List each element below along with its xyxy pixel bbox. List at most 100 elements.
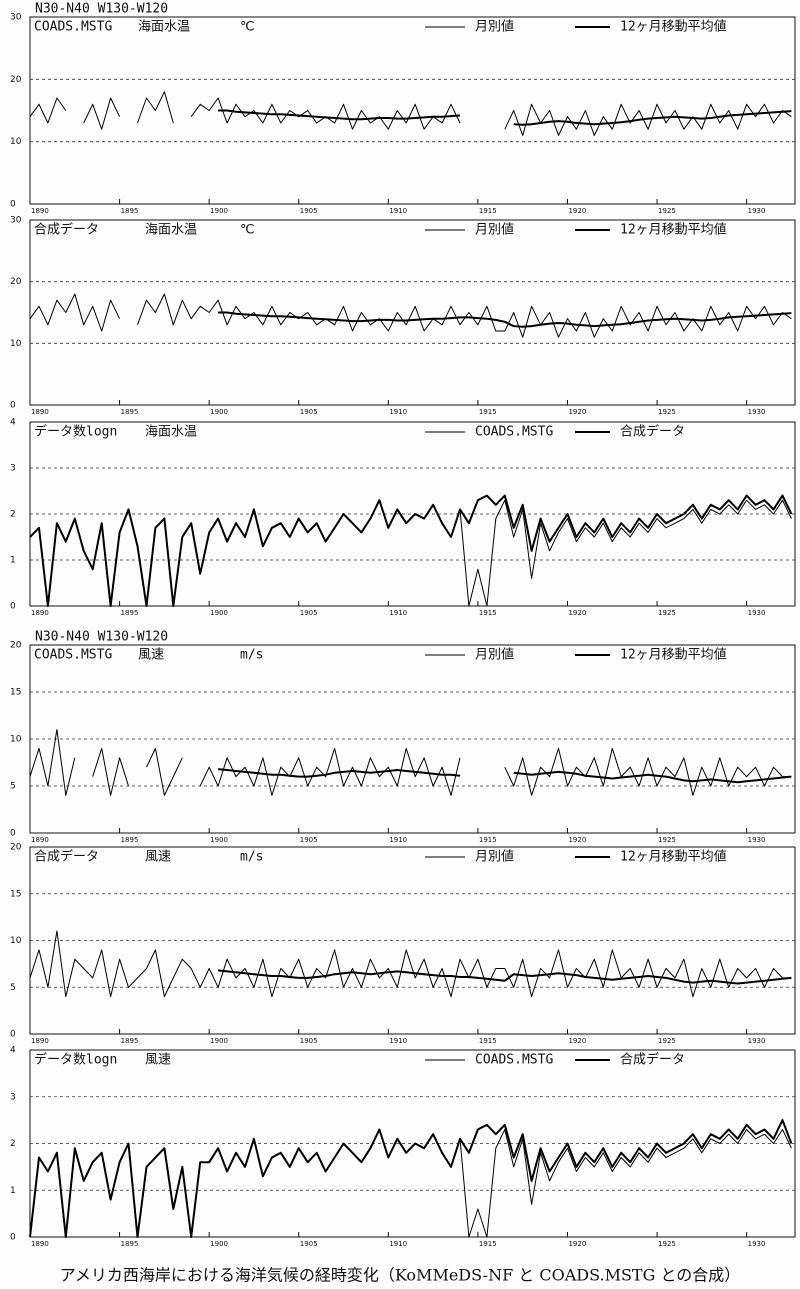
series-line [29,91,792,136]
x-tick-label: 1890 [31,609,49,617]
y-tick-label: 5 [10,782,16,792]
x-tick-label: 1910 [389,1037,407,1045]
x-tick-label: 1890 [31,1037,49,1045]
legend-label: 12ヶ月移動平均値 [620,849,727,865]
series-line [29,293,792,338]
y-tick-label: 20 [10,277,22,287]
y-tick-label: 4 [10,1046,16,1056]
x-tick-label: 1905 [300,207,318,215]
y-tick-label: 0 [10,829,16,839]
unit-label: m/s [240,648,263,663]
caption: アメリカ西海岸における海洋気候の経時変化（KoMMeDS-NF と COADS.… [60,1266,741,1285]
x-tick-label: 1890 [31,207,49,215]
x-tick-label: 1890 [31,836,49,844]
x-tick-label: 1930 [748,207,766,215]
y-tick-label: 0 [10,1233,16,1243]
y-tick-label: 3 [10,1092,16,1102]
x-tick-label: 1920 [568,609,586,617]
x-tick-label: 1910 [389,836,407,844]
x-tick-label: 1925 [658,1037,676,1045]
unit-label: ℃ [240,20,255,35]
x-tick-label: 1900 [210,408,228,416]
y-tick-label: 15 [10,688,21,698]
x-tick-label: 1910 [389,1240,407,1248]
y-tick-label: 1 [10,1186,16,1196]
series-line [218,311,792,328]
y-tick-label: 0 [10,602,16,612]
y-tick-label: 20 [10,843,22,853]
dataset-label: 合成データ [34,222,99,238]
y-tick-label: 15 [10,889,21,899]
x-tick-label: 1930 [748,408,766,416]
x-tick-label: 1920 [568,836,586,844]
x-tick-label: 1895 [121,609,139,617]
unit-label: m/s [240,850,263,865]
y-tick-label: 10 [10,339,22,349]
x-tick-label: 1915 [479,207,497,215]
variable-label: 海面水温 [145,223,197,238]
legend-label: 月別値 [475,647,514,663]
variable-label: 海面水温 [138,20,190,35]
x-tick-label: 1910 [389,207,407,215]
x-tick-label: 1925 [658,836,676,844]
x-tick-label: 1900 [210,1037,228,1045]
series-line [29,494,793,607]
x-tick-label: 1890 [31,408,49,416]
legend-label: 12ヶ月移動平均値 [620,222,727,238]
x-tick-label: 1930 [748,609,766,617]
x-tick-label: 1915 [479,408,497,416]
x-tick-label: 1930 [748,1240,766,1248]
x-tick-label: 1915 [479,1037,497,1045]
x-tick-label: 1905 [300,1037,318,1045]
x-tick-label: 1905 [300,836,318,844]
series-line [218,768,792,784]
y-tick-label: 3 [10,464,16,474]
x-tick-label: 1895 [121,207,139,215]
plot-frame [29,219,796,406]
x-tick-label: 1910 [389,408,407,416]
x-tick-label: 1895 [121,836,139,844]
x-tick-label: 1930 [748,1037,766,1045]
y-tick-label: 10 [10,137,22,147]
x-tick-label: 1915 [479,609,497,617]
y-tick-label: 10 [10,936,22,946]
y-tick-label: 0 [10,1030,16,1040]
legend-label: 合成データ [620,1052,685,1068]
legend-label: COADS.MSTG [475,1053,553,1068]
x-tick-label: 1890 [31,1240,49,1248]
series-line [218,109,792,126]
x-tick-label: 1920 [568,207,586,215]
y-tick-label: 4 [10,418,16,428]
x-tick-label: 1925 [658,207,676,215]
legend-label: 月別値 [475,849,514,865]
y-tick-label: 30 [10,13,22,23]
x-tick-label: 1900 [210,207,228,215]
series-line [29,729,792,796]
legend-label: 12ヶ月移動平均値 [620,19,727,35]
y-tick-label: 0 [10,200,16,210]
x-tick-label: 1905 [300,1240,318,1248]
y-tick-label: 30 [10,216,22,226]
x-tick-label: 1895 [121,1240,139,1248]
y-tick-label: 20 [10,75,22,85]
x-tick-label: 1920 [568,408,586,416]
variable-label: 風速 [145,1053,171,1068]
y-tick-label: 1 [10,556,16,566]
x-tick-label: 1905 [300,609,318,617]
y-tick-label: 2 [10,510,16,520]
x-tick-label: 1920 [568,1240,586,1248]
panel-title: N30-N40 W130-W120 [35,2,168,17]
y-tick-label: 2 [10,1139,16,1149]
series-line [29,930,792,998]
dataset-label: データ数logn [34,424,117,440]
legend-label: 合成データ [620,424,685,440]
y-tick-label: 10 [10,735,22,745]
x-tick-label: 1895 [121,1037,139,1045]
plot-frame [29,16,796,205]
variable-label: 風速 [138,648,164,663]
x-tick-label: 1900 [210,836,228,844]
x-tick-label: 1895 [121,408,139,416]
variable-label: 海面水温 [145,425,197,440]
unit-label: ℃ [240,223,255,238]
